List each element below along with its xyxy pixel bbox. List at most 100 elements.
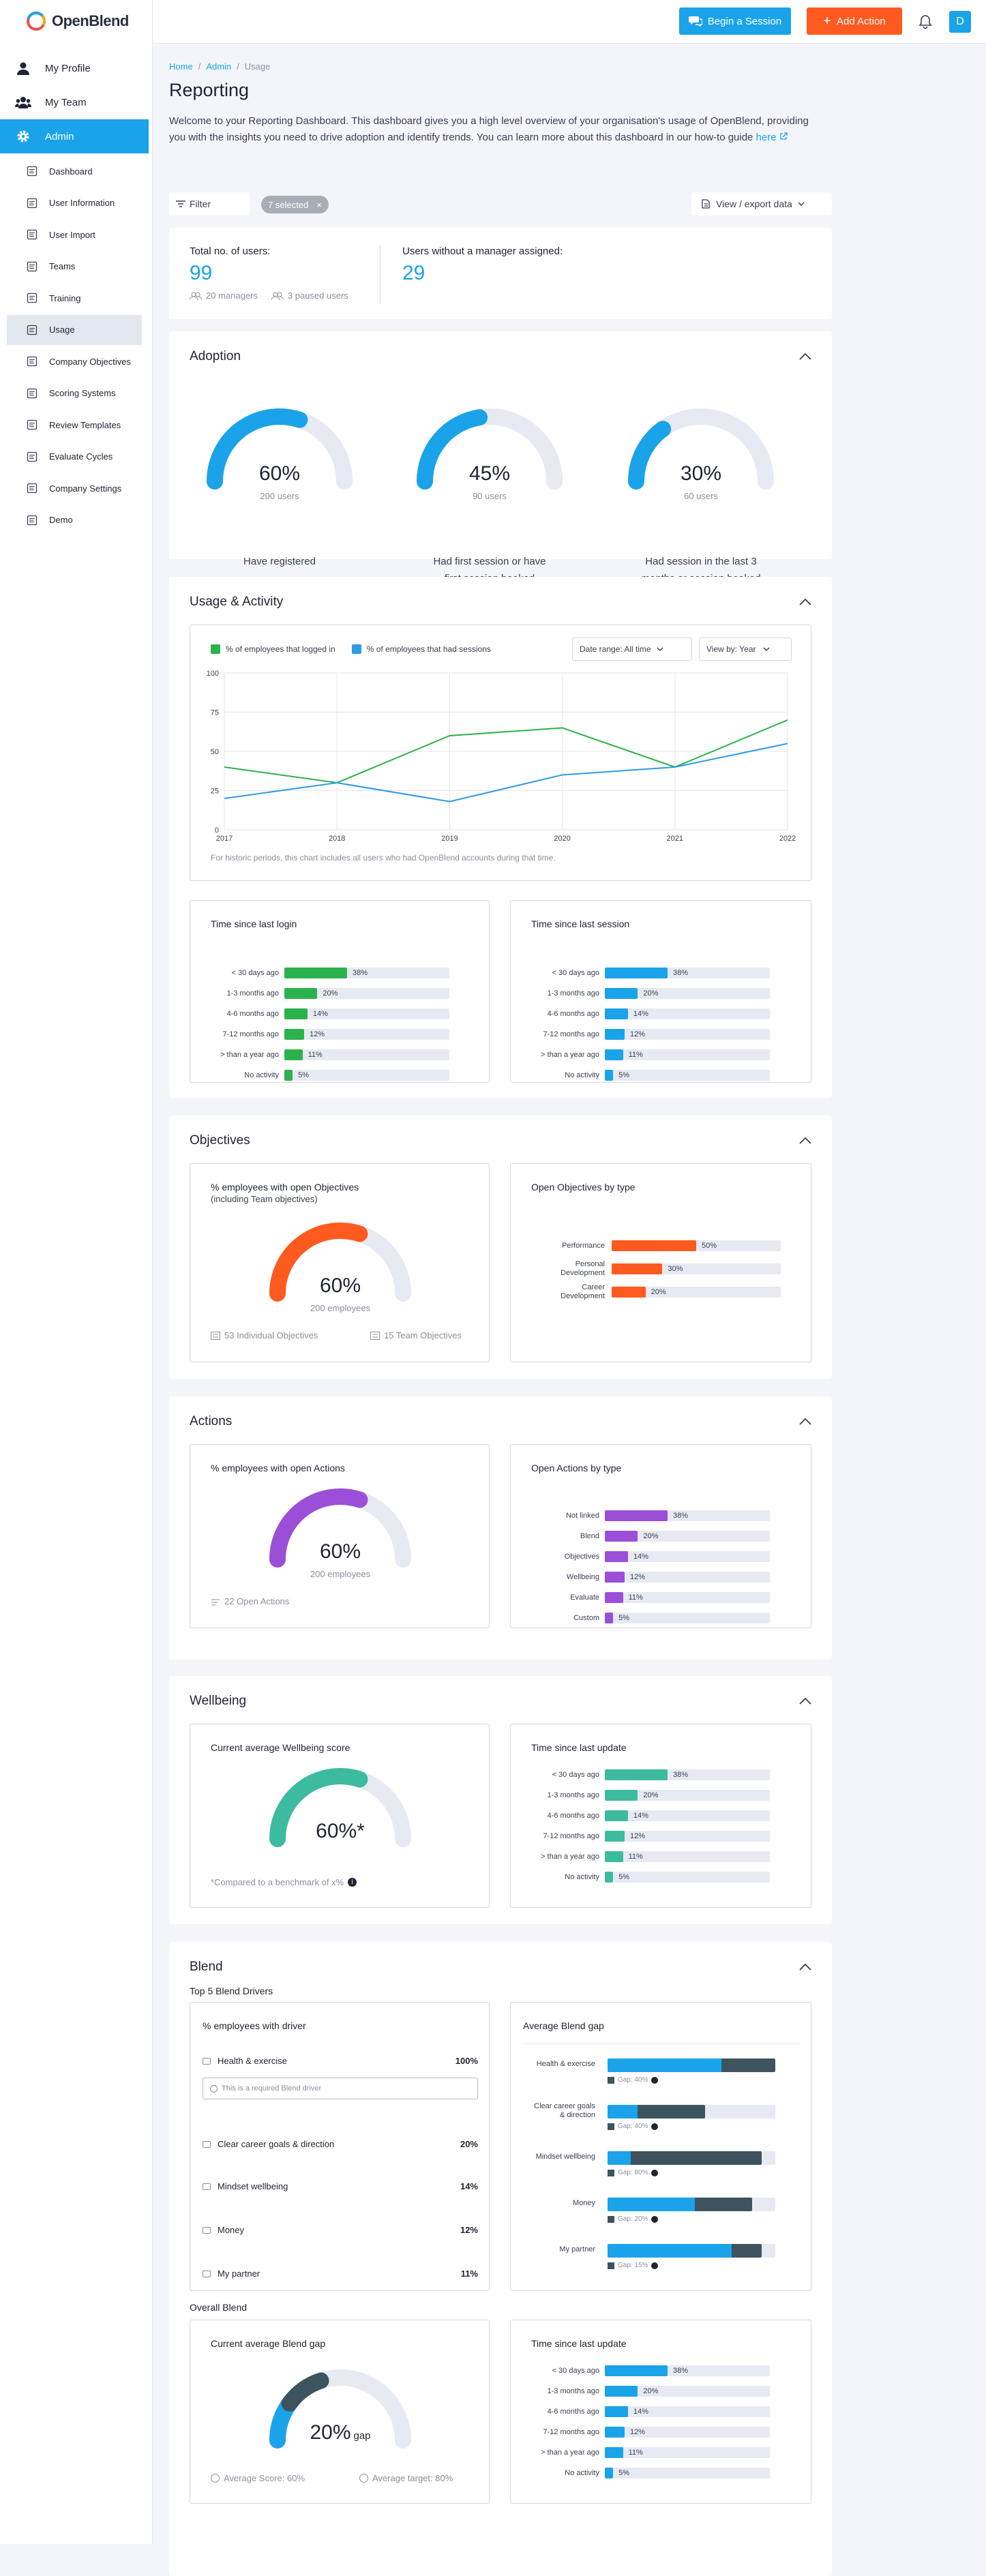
bar-value: 5%: [618, 2469, 629, 2477]
logo[interactable]: OpenBlend: [26, 11, 129, 31]
info-icon[interactable]: [651, 2215, 659, 2223]
nav-label: Admin: [45, 130, 74, 143]
nav-evaluate-cycles[interactable]: Evaluate Cycles: [7, 442, 142, 472]
info-icon[interactable]: [651, 2123, 659, 2130]
bell-icon[interactable]: [918, 14, 933, 29]
nav-my-profile[interactable]: My Profile: [0, 51, 149, 85]
bar-value: 20%: [643, 2387, 659, 2395]
bar-label-line: Personal: [575, 1260, 605, 1268]
nav-usage[interactable]: Usage: [7, 314, 142, 345]
bar-value: 14%: [633, 1812, 648, 1820]
view-export-button[interactable]: View / export data: [691, 192, 832, 215]
gear-icon: [17, 130, 29, 143]
session-title: Time since last session: [531, 918, 630, 929]
gap-label-line: Money: [572, 2199, 595, 2207]
login-panel: Time since last login < 30 days ago 38% 1-…: [190, 900, 490, 1083]
nav-scoring[interactable]: Scoring Systems: [7, 378, 142, 408]
average-target: Average target: 80%: [372, 2473, 453, 2483]
nav-teams[interactable]: Teams: [7, 252, 142, 282]
bar-track: [605, 1029, 770, 1040]
gap-caption: Gap: 15%: [608, 2262, 659, 2269]
nav-demo[interactable]: Demo: [7, 505, 142, 535]
view-by-select[interactable]: View by: Year: [699, 638, 792, 661]
breadcrumb-admin[interactable]: Admin: [206, 61, 232, 72]
nav-review-templates[interactable]: Review Templates: [7, 410, 142, 440]
managers-count: 20 managers: [206, 290, 258, 301]
avatar[interactable]: D: [949, 11, 971, 33]
bar-label: < 30 days ago: [552, 2366, 599, 2375]
info-icon[interactable]: i: [348, 1878, 357, 1887]
bar-row: 1-3 months ago 20%: [190, 988, 490, 999]
bar-row: Performance 50%: [511, 1240, 812, 1251]
gauge-fill: [269, 1223, 368, 1302]
bar-fill: [612, 1287, 646, 1298]
nav-label: User Information: [49, 198, 115, 208]
guide-link[interactable]: here: [756, 132, 777, 143]
add-action-button[interactable]: + Add Action: [807, 8, 902, 35]
close-icon[interactable]: ×: [316, 199, 322, 210]
chat-icon: [688, 16, 702, 27]
teams-icon: [27, 261, 38, 271]
date-range-select[interactable]: Date range: All time: [572, 638, 692, 661]
total-users-value: 99: [190, 262, 213, 284]
driver-row: Money 12%: [203, 2225, 478, 2235]
begin-session-button[interactable]: Begin a Session: [679, 8, 791, 35]
view-export-label: View / export data: [716, 198, 792, 209]
nav-training[interactable]: Training: [7, 283, 142, 313]
wellbeing-score-title: Current average Wellbeing score: [211, 1742, 350, 1753]
chevron-up-icon[interactable]: [798, 1960, 813, 1975]
breadcrumb-home[interactable]: Home: [169, 61, 193, 72]
bar-label: Custom: [573, 1613, 599, 1622]
filter-button[interactable]: Filter: [169, 192, 250, 215]
wellbeing-title: Wellbeing: [190, 1694, 247, 1708]
nav-my-team[interactable]: My Team: [0, 85, 149, 119]
nav-user-import[interactable]: User Import: [7, 220, 142, 250]
bar-track: [284, 1070, 449, 1081]
chevron-up-icon[interactable]: [798, 1133, 813, 1148]
bar-label: 4-6 months ago: [226, 1009, 279, 1018]
gauge-arc: [269, 1223, 411, 1302]
chevron-up-icon[interactable]: [798, 595, 813, 610]
bar-track: [284, 1029, 449, 1040]
external-link-icon[interactable]: [779, 132, 788, 140]
current-gap-title: Current average Blend gap: [211, 2338, 326, 2349]
nav-user-info[interactable]: User Information: [7, 188, 142, 218]
bar-value: 12%: [630, 2428, 646, 2436]
bar-fill: [605, 2447, 623, 2458]
gauge: 60% 200 employees: [257, 1210, 423, 1362]
legend-sessions: % of employees that had sessions: [366, 644, 491, 654]
chevron-up-icon[interactable]: [798, 349, 813, 364]
chevron-up-icon[interactable]: [798, 1694, 813, 1709]
nav-company-settings[interactable]: Company Settings: [7, 473, 142, 503]
chevron-up-icon[interactable]: [798, 1414, 813, 1429]
info-icon[interactable]: [651, 2169, 659, 2176]
gap-value: Gap: 40%: [618, 2076, 648, 2084]
bar-row: 7-12 months ago 12%: [511, 2427, 812, 2438]
bar-track: [605, 1572, 770, 1583]
info-icon[interactable]: [651, 2262, 659, 2269]
nav-label: Review Templates: [49, 419, 121, 430]
actions-title: Actions: [190, 1414, 233, 1428]
no-manager-label: Users without a manager assigned:: [402, 245, 563, 257]
nav-dashboard[interactable]: Dashboard: [7, 156, 142, 186]
usage-icon: [27, 325, 38, 335]
selected-chip[interactable]: 7 selected ×: [261, 196, 329, 213]
breadcrumb-current: Usage: [244, 61, 271, 72]
bar-row: No activity 5%: [190, 1070, 490, 1081]
nav-label: Usage: [49, 325, 75, 335]
bar-row: > than a year ago 11%: [511, 1851, 812, 1862]
nav-admin[interactable]: Admin: [0, 119, 149, 153]
actions-open-title: % employees with open Actions: [211, 1463, 345, 1473]
bar-track: [605, 2386, 770, 2397]
bar-fill: [605, 2406, 628, 2417]
info-icon[interactable]: [651, 2076, 659, 2084]
gap-target: [694, 2198, 752, 2211]
scoring-icon: [27, 388, 38, 398]
bar-value: 50%: [702, 1242, 717, 1250]
gap-target: [638, 2105, 705, 2118]
bar-label: 1-3 months ago: [547, 2386, 599, 2395]
nav-company-objectives[interactable]: Company Objectives: [7, 346, 142, 376]
bar-label: < 30 days ago: [552, 1770, 599, 1779]
bar-label: 7-12 months ago: [543, 1831, 599, 1840]
bar-fill: [605, 1049, 623, 1060]
